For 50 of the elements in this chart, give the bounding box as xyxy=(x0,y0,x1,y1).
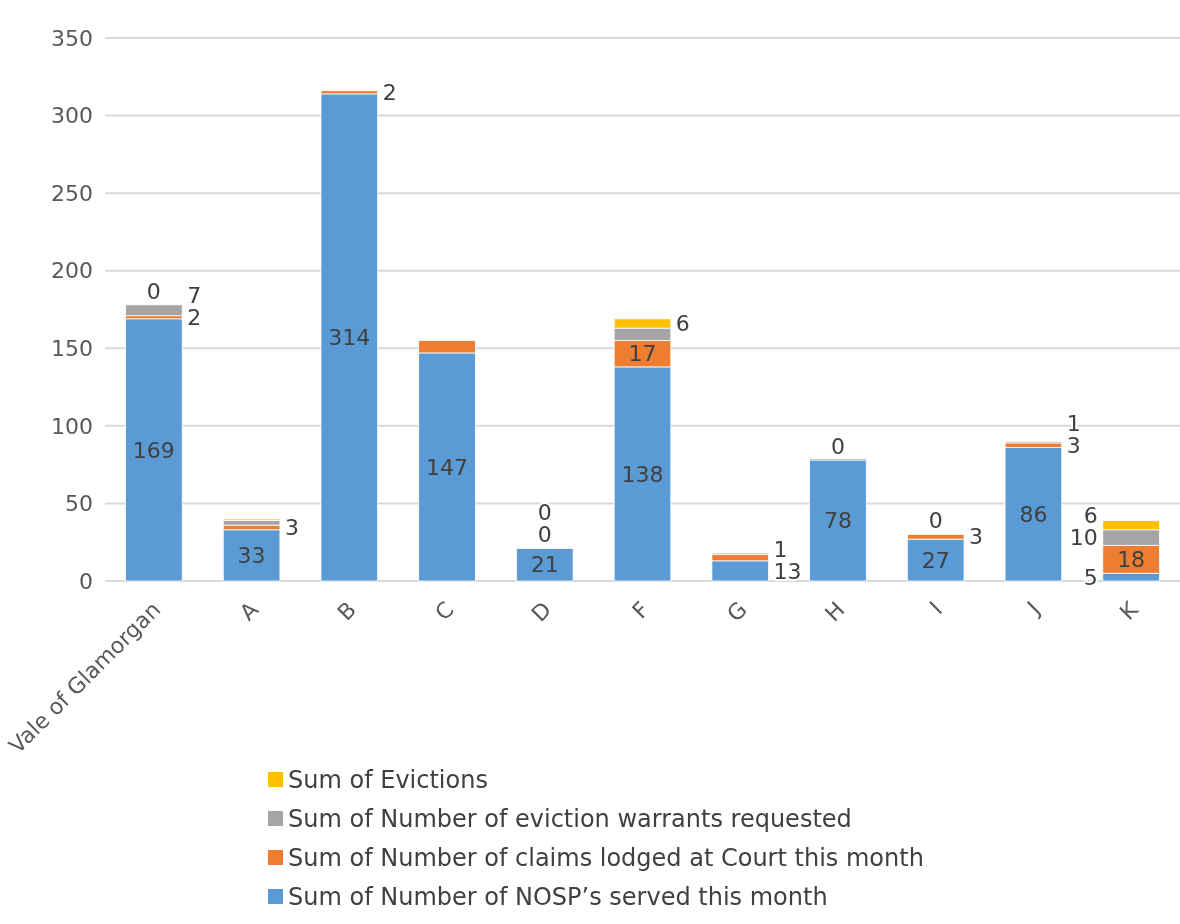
y-tick-label: 0 xyxy=(79,568,93,594)
bar xyxy=(1004,447,1063,582)
y-tick-label: 300 xyxy=(51,103,93,129)
bar xyxy=(906,538,965,582)
data-label: 78 xyxy=(823,508,852,534)
y-tick-label: 100 xyxy=(51,413,93,439)
bar xyxy=(809,459,867,582)
data-label: 5 xyxy=(1083,564,1098,590)
data-label: 169 xyxy=(132,437,175,463)
data-label: 3 xyxy=(969,524,984,550)
x-tick-label: F xyxy=(627,596,655,624)
bar xyxy=(222,529,281,582)
y-tick-label: 150 xyxy=(51,335,93,361)
bar xyxy=(516,548,574,582)
data-label: 18 xyxy=(1117,546,1146,572)
x-tick-label: A xyxy=(234,596,264,626)
x-tick-label: D xyxy=(526,596,557,627)
data-label: 33 xyxy=(237,543,266,569)
legend-label: Sum of Evictions xyxy=(288,766,488,795)
x-tick-label: B xyxy=(332,596,361,626)
data-label: 2 xyxy=(382,80,397,105)
legend-label: Sum of Number of NOSP’s served this month xyxy=(288,883,828,912)
bar xyxy=(125,304,183,317)
data-label: 138 xyxy=(621,461,664,487)
data-label: 27 xyxy=(921,547,950,573)
x-tick-label: G xyxy=(722,596,752,627)
bar xyxy=(320,93,379,582)
y-tick-label: 200 xyxy=(51,258,93,284)
data-label: 314 xyxy=(328,325,371,351)
data-label: 21 xyxy=(530,552,559,578)
data-label: 147 xyxy=(426,454,469,480)
x-tick-label: C xyxy=(430,596,459,626)
data-label: 3 xyxy=(284,515,299,541)
x-tick-label: K xyxy=(1114,596,1144,625)
x-tick-label: H xyxy=(820,596,850,627)
data-label: 0 xyxy=(830,433,845,459)
x-tick-label: J xyxy=(1021,596,1045,621)
y-tick-label: 250 xyxy=(51,180,93,206)
legend-label: Sum of Number of claims lodged at Court this month xyxy=(288,844,924,873)
data-label: 0 xyxy=(146,278,161,304)
y-tick-label: 350 xyxy=(51,25,93,51)
data-label: 0 xyxy=(928,508,943,534)
data-label: 86 xyxy=(1019,501,1048,527)
x-tick-label: I xyxy=(924,596,948,620)
data-label: 6 xyxy=(675,311,690,337)
bar xyxy=(222,520,281,526)
y-tick-label: 50 xyxy=(65,491,93,517)
bar xyxy=(125,318,183,582)
legend-label: Sum of Number of eviction warrants requested xyxy=(288,805,852,834)
data-label: 17 xyxy=(628,341,657,367)
